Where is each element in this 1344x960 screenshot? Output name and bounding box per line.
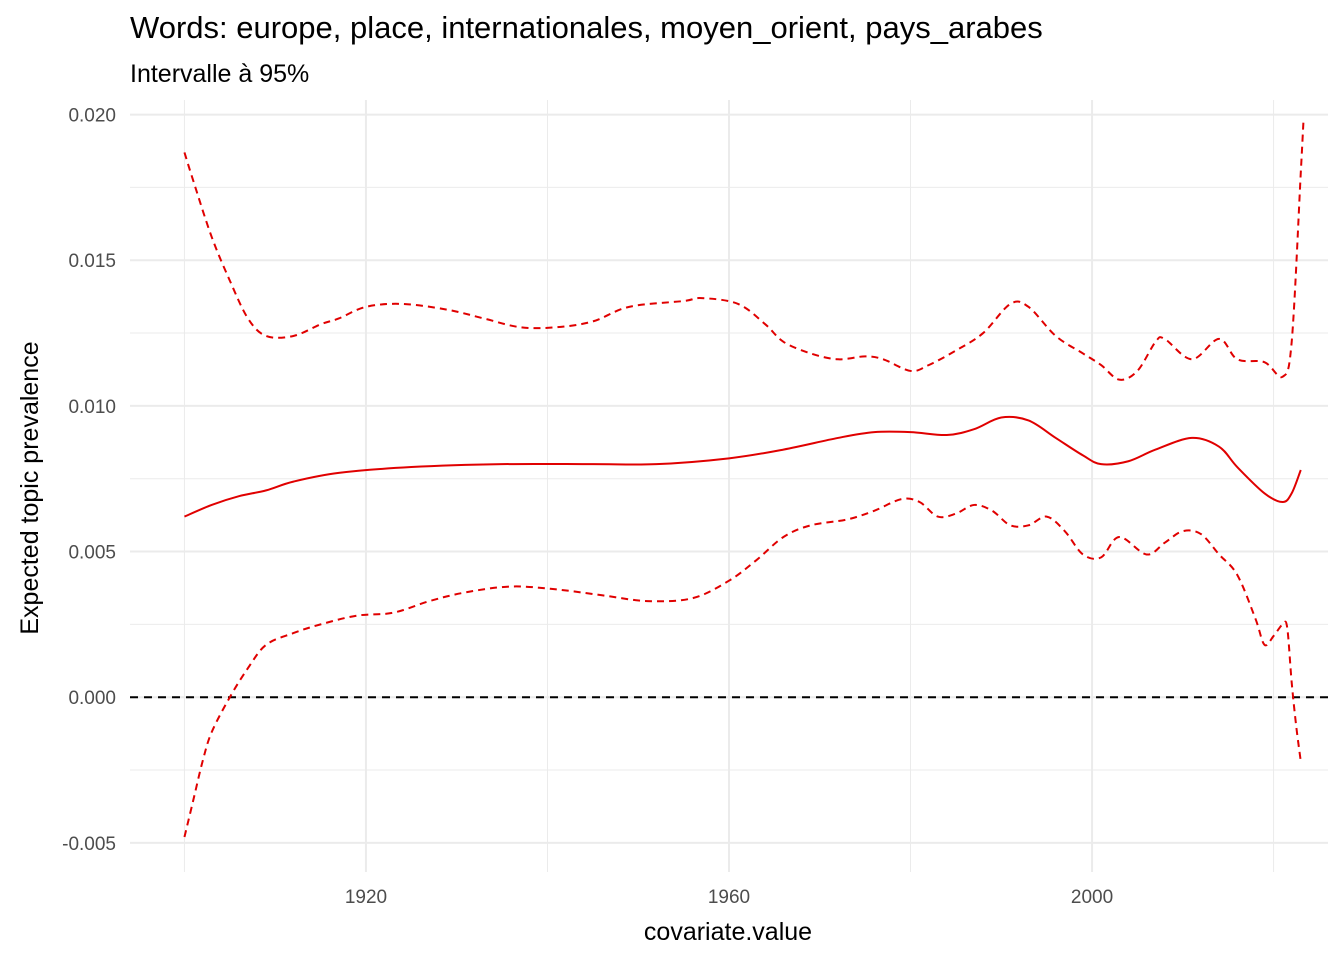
y-tick-label: 0.010 (68, 397, 116, 418)
y-tick-label: 0.005 (68, 543, 116, 564)
x-tick-label: 1960 (708, 887, 750, 908)
grid-lines (130, 100, 1328, 872)
series-group (183, 120, 1305, 838)
chart-subtitle: Intervalle à 95% (130, 60, 310, 88)
y-axis-title: Expected topic prevalence (16, 341, 44, 634)
x-axis-ticks: 1920 1960 2000 (345, 887, 1113, 908)
y-tick-label: 0.000 (68, 688, 116, 709)
x-axis-title: covariate.value (644, 918, 812, 946)
series-line-lower-bound (183, 497, 1302, 838)
series-line-upper-bound (183, 120, 1305, 381)
x-tick-label: 1920 (345, 887, 387, 908)
x-tick-label: 2000 (1071, 887, 1113, 908)
chart-title: Words: europe, place, internationales, m… (130, 10, 1043, 45)
y-axis-ticks: -0.005 0.000 0.005 0.010 0.015 0.020 (62, 106, 116, 855)
series-line-estimate (184, 415, 1302, 518)
y-tick-label: -0.005 (62, 834, 116, 855)
y-tick-label: 0.015 (68, 251, 116, 272)
y-tick-label: 0.020 (68, 106, 116, 127)
